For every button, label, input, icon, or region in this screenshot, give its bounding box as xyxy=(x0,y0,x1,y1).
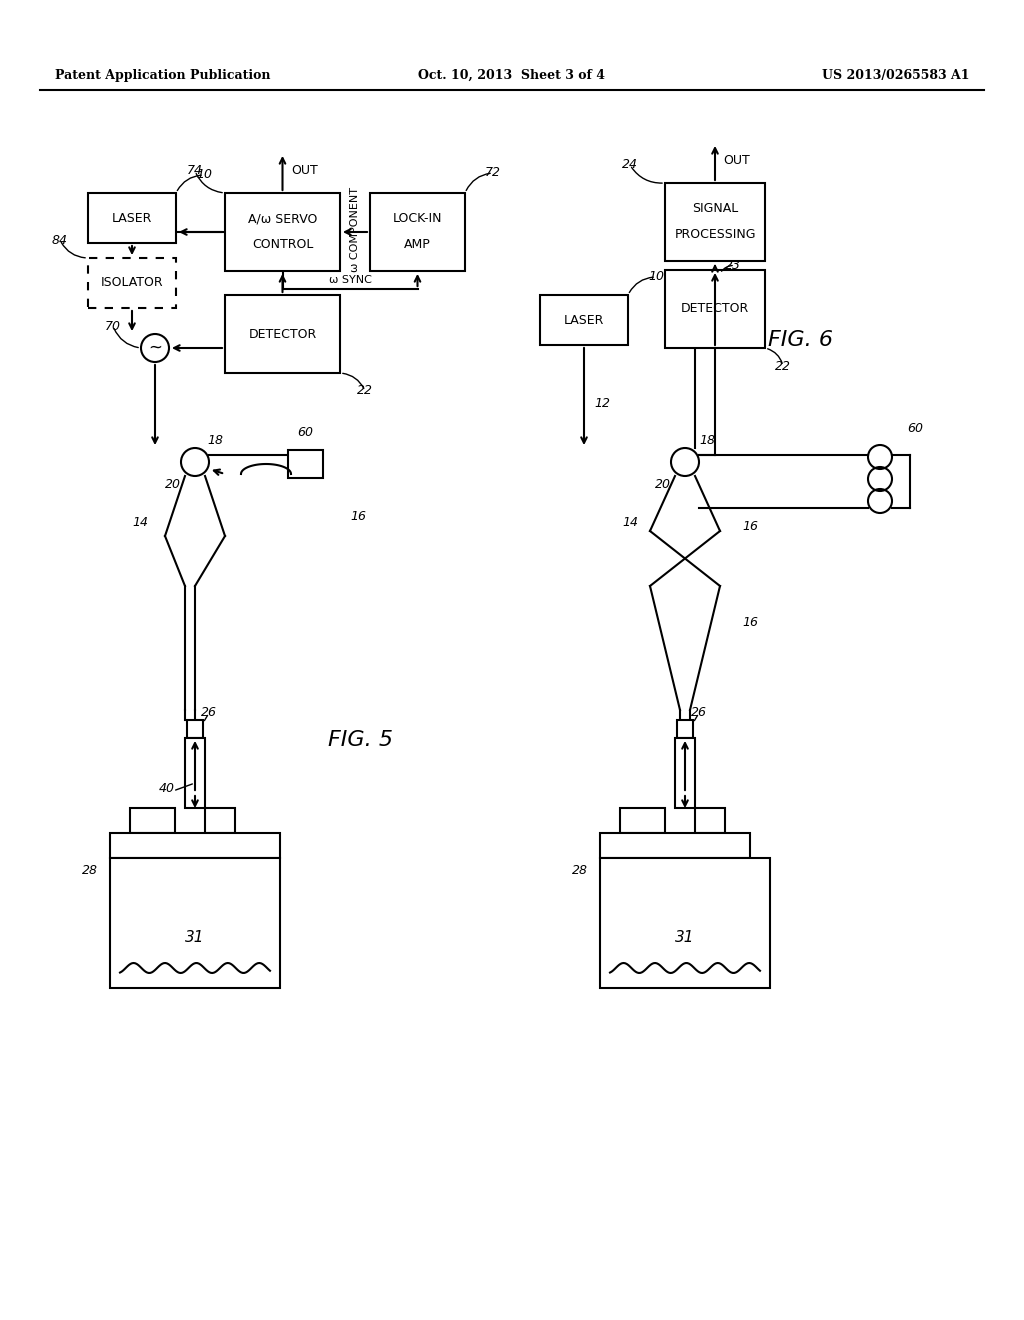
Text: ω COMPONENT: ω COMPONENT xyxy=(350,187,360,272)
Text: 18: 18 xyxy=(207,433,223,446)
Text: 24: 24 xyxy=(622,158,638,172)
Text: 60: 60 xyxy=(907,422,923,436)
Text: 74: 74 xyxy=(187,165,203,177)
Text: 10: 10 xyxy=(196,169,212,181)
Bar xyxy=(288,450,323,478)
Bar xyxy=(665,271,765,348)
Text: AMP: AMP xyxy=(404,239,431,252)
Text: 10: 10 xyxy=(648,271,664,284)
Text: 22: 22 xyxy=(357,384,373,397)
Text: US 2013/0265583 A1: US 2013/0265583 A1 xyxy=(822,69,970,82)
Text: Oct. 10, 2013  Sheet 3 of 4: Oct. 10, 2013 Sheet 3 of 4 xyxy=(419,69,605,82)
Bar xyxy=(205,808,234,833)
Bar xyxy=(695,808,725,833)
Text: 23: 23 xyxy=(725,259,741,272)
Text: ~: ~ xyxy=(148,339,162,356)
Text: 31: 31 xyxy=(185,931,205,945)
Bar xyxy=(185,738,205,808)
Text: 12: 12 xyxy=(594,397,610,411)
Text: DETECTOR: DETECTOR xyxy=(681,302,750,315)
Bar xyxy=(187,719,203,738)
Text: 60: 60 xyxy=(297,425,313,438)
Bar xyxy=(540,294,628,345)
Text: ISOLATOR: ISOLATOR xyxy=(100,276,163,289)
Text: CONTROL: CONTROL xyxy=(252,239,313,252)
Text: LASER: LASER xyxy=(564,314,604,326)
Bar xyxy=(88,193,176,243)
Text: 72: 72 xyxy=(485,166,501,180)
Text: PROCESSING: PROCESSING xyxy=(674,228,756,242)
Bar xyxy=(600,858,770,987)
Text: 31: 31 xyxy=(675,931,694,945)
Bar xyxy=(110,833,280,858)
Text: 26: 26 xyxy=(691,705,707,718)
Text: A/ω SERVO: A/ω SERVO xyxy=(248,213,317,226)
Text: 22: 22 xyxy=(775,359,791,372)
Text: OUT: OUT xyxy=(291,165,317,177)
Bar xyxy=(225,193,340,271)
Text: FIG. 6: FIG. 6 xyxy=(768,330,833,350)
Text: Patent Application Publication: Patent Application Publication xyxy=(55,69,270,82)
Bar xyxy=(370,193,465,271)
Text: SIGNAL: SIGNAL xyxy=(692,202,738,215)
Bar xyxy=(110,858,280,987)
Text: 14: 14 xyxy=(132,516,148,528)
Bar xyxy=(677,719,693,738)
Text: 20: 20 xyxy=(165,478,181,491)
Text: 28: 28 xyxy=(82,863,98,876)
Bar xyxy=(225,294,340,374)
Bar xyxy=(600,833,750,858)
Text: ω SYNC: ω SYNC xyxy=(329,275,372,285)
Text: 16: 16 xyxy=(742,615,758,628)
Text: 40: 40 xyxy=(159,781,175,795)
Text: OUT: OUT xyxy=(724,154,751,168)
Bar xyxy=(88,257,176,308)
Text: 20: 20 xyxy=(655,478,671,491)
Text: FIG. 5: FIG. 5 xyxy=(328,730,392,750)
Bar xyxy=(130,808,175,833)
Text: LASER: LASER xyxy=(112,211,153,224)
Text: 84: 84 xyxy=(52,234,68,247)
Text: LOCK-IN: LOCK-IN xyxy=(393,213,442,226)
Text: 26: 26 xyxy=(201,705,217,718)
Text: 16: 16 xyxy=(742,520,758,533)
Bar xyxy=(665,183,765,261)
Text: 70: 70 xyxy=(105,319,121,333)
Text: DETECTOR: DETECTOR xyxy=(249,327,316,341)
Text: 18: 18 xyxy=(699,433,715,446)
Text: 28: 28 xyxy=(572,863,588,876)
Text: 14: 14 xyxy=(622,516,638,528)
Bar xyxy=(675,738,695,808)
Bar xyxy=(620,808,665,833)
Text: 16: 16 xyxy=(350,511,366,524)
